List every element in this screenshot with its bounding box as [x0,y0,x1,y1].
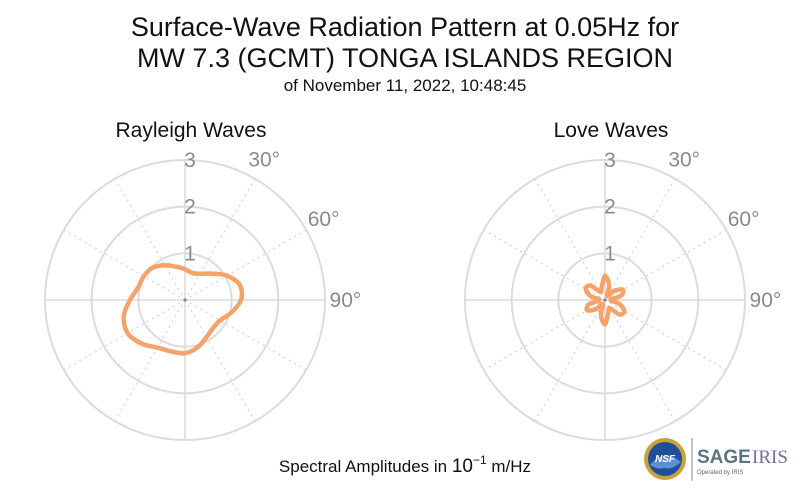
angle-tick-label: 60° [728,208,760,231]
love-polar-panel: Love Waves 1 2 3 30° 60° 90° [464,119,782,441]
polar-spoke-60 [184,229,307,301]
polar-spoke-330 [114,178,186,301]
polar-spoke-330 [534,178,606,301]
radial-tick-label: 2 [604,196,616,219]
nsf-logo-text: NSF [655,454,676,465]
radiation-pattern-curve [583,273,627,327]
iris-logo-text: IRIS [752,447,788,468]
rayleigh-polar-panel: Rayleigh Waves 1 2 3 30° 60° 90° [44,119,362,441]
radial-tick-label: 3 [604,149,616,172]
figure-subtitle: of November 11, 2022, 10:48:45 [284,76,527,95]
panel-title: Rayleigh Waves [116,119,267,142]
amplitude-units-caption: Spectral Amplitudes in 10−1 m/Hz [279,453,531,477]
angle-tick-label: 30° [248,148,280,171]
polar-spoke-210 [534,299,606,422]
angle-tick-label: 90° [330,289,362,312]
radiation-pattern-curve [121,262,245,356]
nsf-logo: NSF [644,438,686,480]
polar-spoke-120 [184,299,307,371]
angle-tick-label: 30° [668,148,700,171]
polar-ring-3 [464,159,746,441]
caption-prefix: Spectral Amplitudes in [279,457,452,476]
polar-ring-3 [44,159,326,441]
polar-ring-2 [90,205,280,395]
radial-tick-label: 2 [184,196,196,219]
caption-exponent: −1 [473,453,487,467]
polar-ring-2 [510,205,700,395]
polar-ring-1 [557,252,653,348]
radial-tick-label: 3 [184,149,196,172]
polar-center [183,298,187,302]
polar-spoke-150 [604,299,676,422]
angle-tick-label: 90° [750,289,782,312]
angle-tick-label: 60° [308,208,340,231]
panel-title: Love Waves [554,119,669,142]
operated-by-iris-text: Operated by IRIS [697,470,743,476]
radial-tick-label: 1 [184,242,196,265]
figure-title-line2: MW 7.3 (GCMT) TONGA ISLANDS REGION [137,43,673,73]
nsf-globe-icon [650,455,681,469]
sage-logo-text: SAGE [697,447,751,468]
figure-title-line1: Surface-Wave Radiation Pattern at 0.05Hz… [131,12,679,42]
polar-center [603,298,607,302]
caption-base: 10 [452,456,473,477]
caption-unit: m/Hz [487,457,531,476]
polar-ring-1 [137,252,233,348]
radial-tick-label: 1 [604,242,616,265]
